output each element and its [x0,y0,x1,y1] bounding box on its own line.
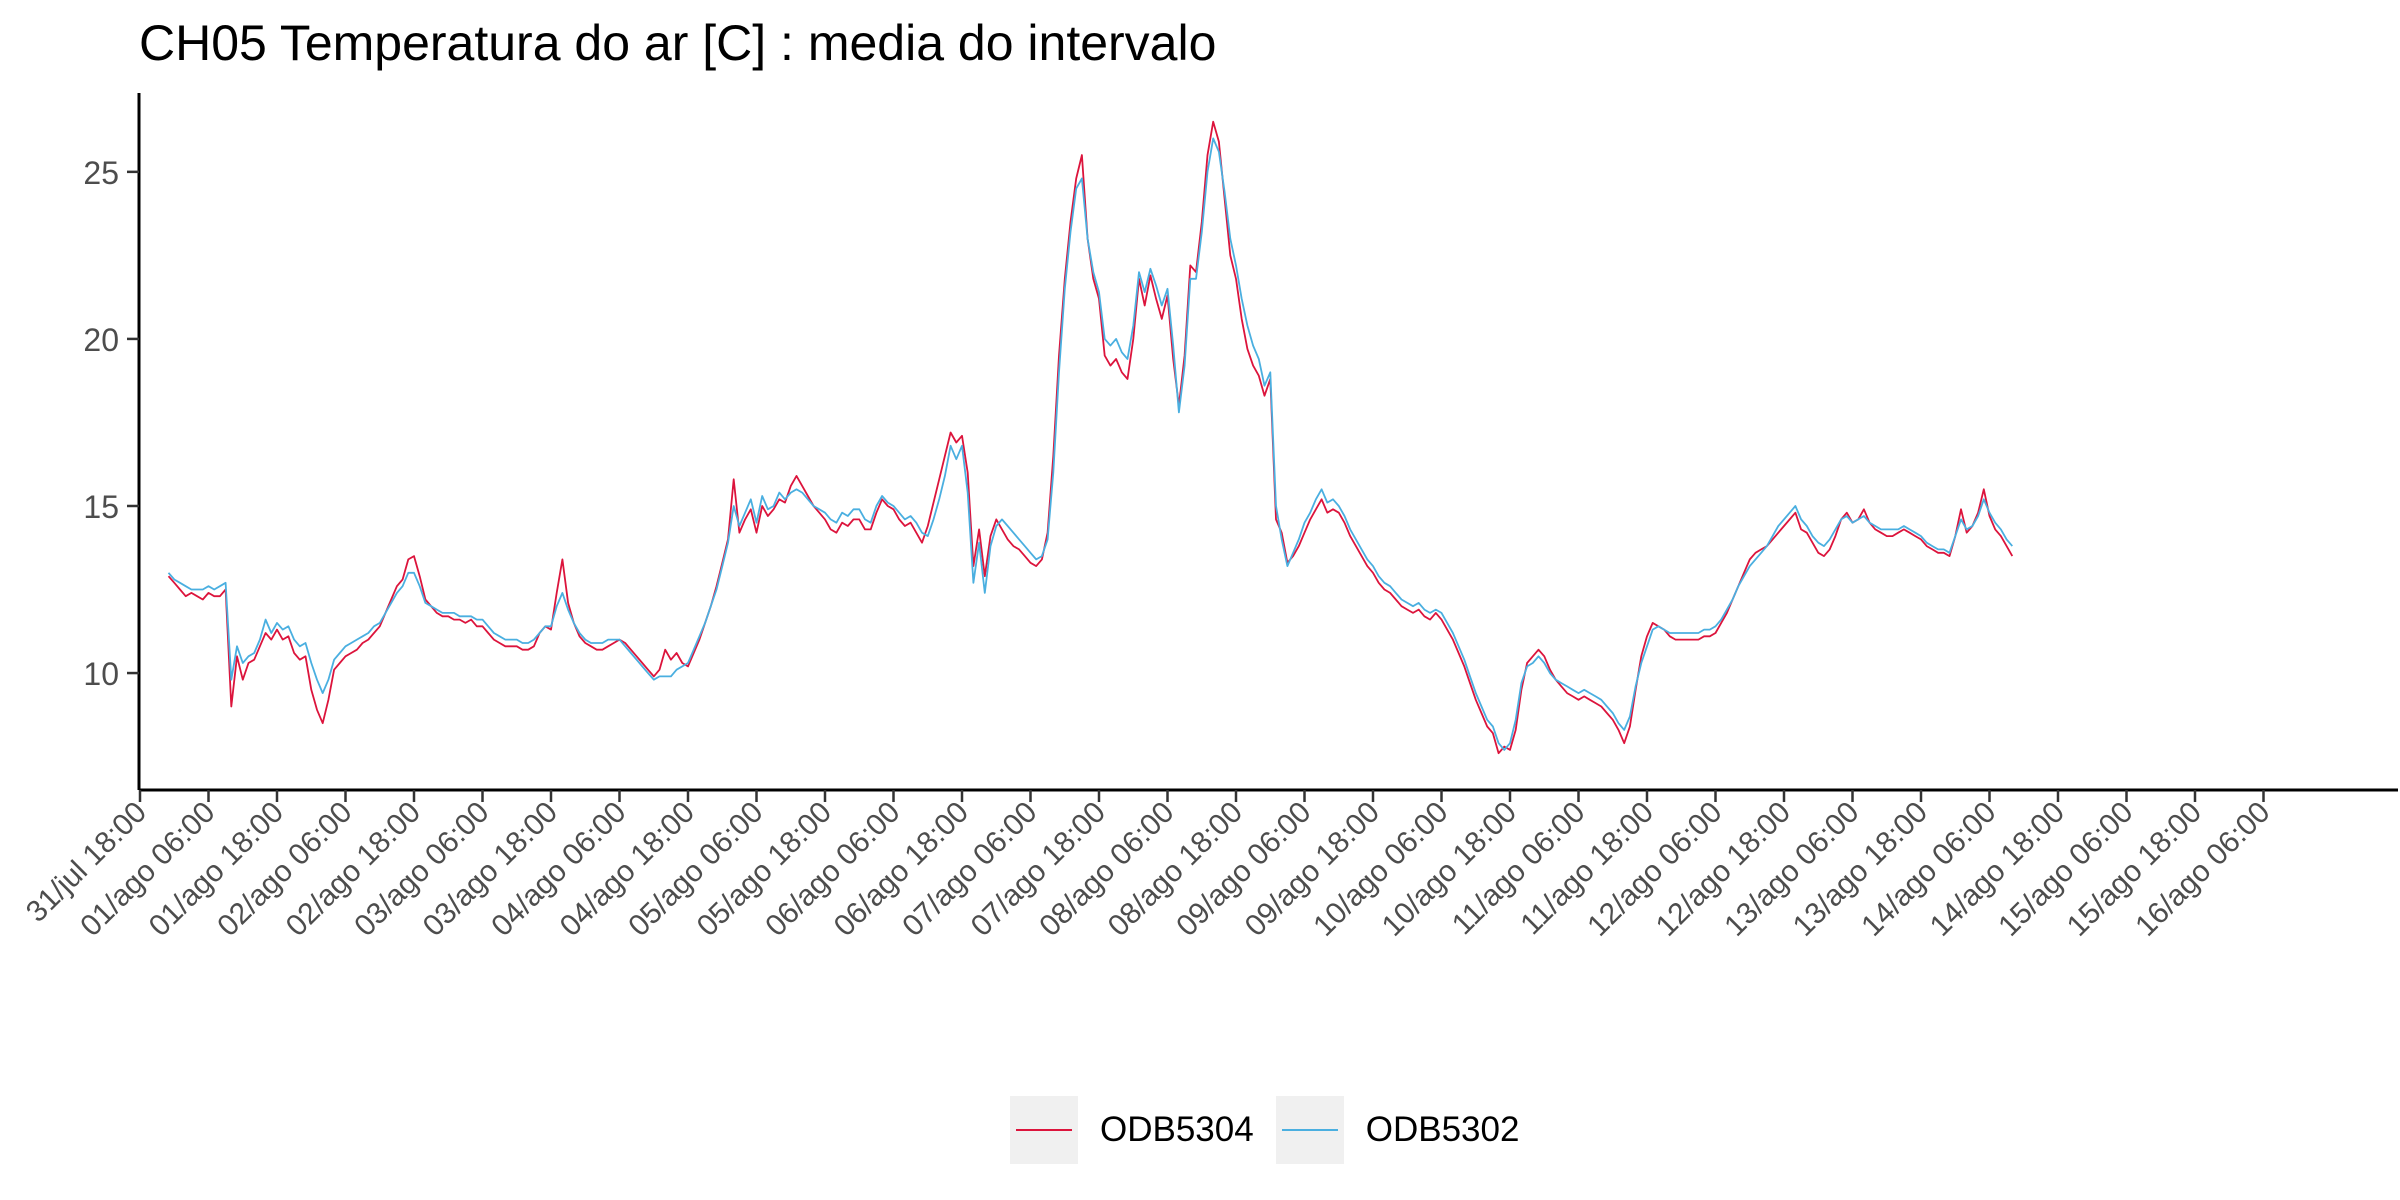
y-tick-label-10: 10 [83,656,119,692]
legend-swatch-odb5304 [1016,1129,1072,1131]
y-tick-label-15: 15 [83,489,119,525]
legend-swatch-odb5302 [1281,1129,1338,1131]
legend-key-odb5304 [1010,1096,1078,1164]
legend-item-odb5302: ODB5302 [1275,1096,1520,1164]
series-layer [167,120,2014,755]
y-tick-label-25: 25 [83,155,119,191]
legend-item-odb5304: ODB5304 [1010,1096,1254,1164]
legend-label-odb5304: ODB5304 [1100,1110,1254,1149]
y-tick-label-20: 20 [83,322,119,358]
series-line-odb5304 [167,120,2014,755]
legend-key-odb5302 [1275,1096,1344,1164]
legend-label-odb5302: ODB5302 [1365,1110,1520,1149]
legend: ODB5304 ODB5302 [1010,1095,1541,1165]
chart-title: CH05 Temperatura do ar [C] : media do in… [139,15,1217,71]
series-line-odb5302 [167,137,2013,751]
